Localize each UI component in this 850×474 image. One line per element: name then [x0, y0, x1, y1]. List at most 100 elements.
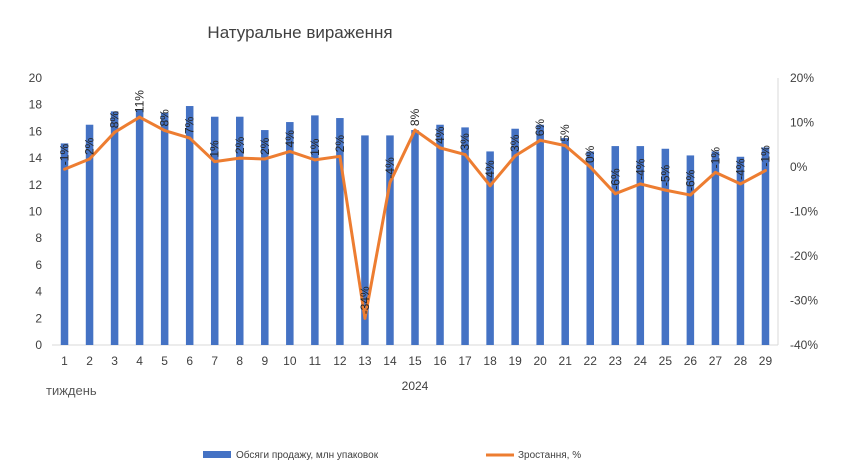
y-right-tick-label: -40% [790, 338, 818, 352]
data-label: -4% [633, 158, 647, 180]
data-label: 5% [558, 124, 572, 142]
bar [561, 138, 569, 345]
bar [185, 106, 194, 345]
x-tick-label: 8 [236, 354, 243, 368]
data-label: -34% [358, 286, 372, 314]
growth-point [188, 136, 192, 140]
x-tick-label: 25 [659, 354, 673, 368]
data-label: -4% [483, 160, 497, 182]
data-label: 8% [158, 109, 172, 127]
x-tick-label: 26 [684, 354, 698, 368]
bar [461, 127, 469, 346]
data-label: 2% [333, 135, 347, 153]
bar [85, 124, 94, 345]
x-tick-label: 3 [111, 354, 118, 368]
x-tick-label: 24 [634, 354, 648, 368]
data-label: 0% [583, 145, 597, 163]
y-left-tick-label: 8 [35, 231, 42, 245]
y-left-tick-label: 0 [35, 338, 42, 352]
data-label: -5% [658, 164, 672, 186]
growth-point [413, 128, 417, 132]
y-left-tick-label: 6 [35, 258, 42, 272]
x-tick-label: 13 [358, 354, 372, 368]
x-tick-label: 7 [211, 354, 218, 368]
growth-point [313, 158, 317, 162]
bar [636, 146, 645, 345]
x-tick-label: 28 [734, 354, 748, 368]
x-tick-label: 29 [759, 354, 773, 368]
x-tick-label: 10 [283, 354, 297, 368]
legend: Обсяги продажу, млн упаковок Зростання, … [203, 449, 581, 461]
y-left-tick-label: 14 [29, 151, 43, 165]
x-tick-label: 12 [333, 354, 347, 368]
bar [361, 135, 369, 345]
growth-point [738, 182, 742, 186]
data-label: -1% [708, 147, 722, 169]
y-left-tick-label: 2 [35, 311, 42, 325]
data-label: 8% [108, 111, 122, 129]
bar [60, 143, 69, 345]
growth-point [388, 181, 392, 185]
data-label: -1% [758, 145, 772, 167]
growth-point [463, 153, 467, 157]
growth-point [438, 146, 442, 150]
growth-point [113, 130, 117, 134]
x-tick-label: 20 [533, 354, 547, 368]
growth-point [688, 193, 692, 197]
bar [736, 156, 745, 345]
bar [761, 147, 770, 345]
x-tick-label: 21 [559, 354, 573, 368]
bar [511, 128, 519, 345]
y-right-tick-label: 10% [790, 116, 814, 130]
growth-point [513, 154, 517, 158]
bar [160, 112, 169, 346]
data-label: 1% [208, 140, 222, 158]
data-label: -6% [683, 169, 697, 191]
bar [135, 110, 144, 345]
x-tick-label: 19 [508, 354, 522, 368]
growth-point [638, 182, 642, 186]
bar [236, 116, 244, 345]
y-left-tick-label: 18 [29, 98, 43, 112]
bar [311, 115, 319, 345]
growth-point [563, 144, 567, 148]
data-label: 2% [258, 137, 272, 155]
data-label: 11% [133, 90, 147, 113]
bar [336, 118, 344, 345]
bar [686, 155, 695, 345]
bar [711, 151, 720, 345]
growth-point [263, 157, 267, 161]
legend-bar-swatch [203, 451, 231, 458]
x-tick-label: 4 [136, 354, 143, 368]
growth-point [138, 115, 142, 119]
y-left-tick-label: 12 [29, 178, 43, 192]
legend-line-label: Зростання, % [518, 450, 581, 461]
growth-point [763, 169, 767, 173]
x-tick-label: 14 [383, 354, 397, 368]
chart-title: Натуральне вираження [207, 23, 392, 42]
growth-point [713, 170, 717, 174]
x-tick-label: 18 [483, 354, 497, 368]
growth-point [163, 129, 167, 133]
x-tick-label: 9 [261, 354, 268, 368]
growth-point [213, 160, 217, 164]
x-tick-label: 1 [61, 354, 68, 368]
growth-point [338, 154, 342, 158]
bar [436, 124, 444, 345]
x-tick-label: 23 [609, 354, 623, 368]
y-left-tick-label: 4 [35, 285, 42, 299]
bar [486, 151, 494, 345]
x-tick-label: 6 [186, 354, 193, 368]
data-label: 6% [533, 119, 547, 137]
growth-point [363, 316, 367, 320]
x-group-label: 2024 [402, 379, 429, 393]
data-label: 7% [183, 116, 197, 134]
bar [210, 116, 219, 345]
data-label: -6% [608, 168, 622, 190]
data-label: -4% [733, 158, 747, 180]
growth-point [63, 167, 67, 171]
growth-point [538, 138, 542, 142]
bar [586, 151, 594, 345]
bar [661, 148, 670, 345]
